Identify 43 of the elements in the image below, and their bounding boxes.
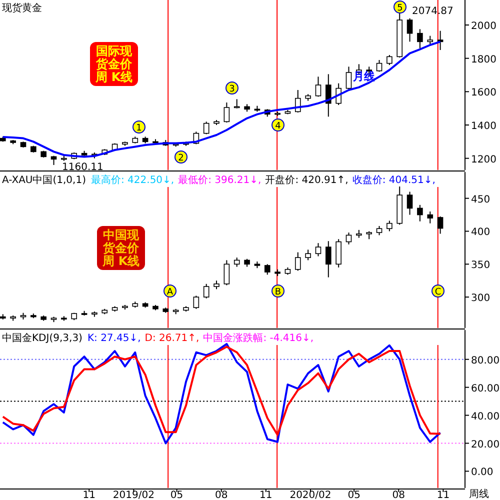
y-tick-label: 1600 — [471, 88, 496, 99]
annotation: 1160.11 — [62, 162, 104, 173]
x-tick-label: 11 — [436, 490, 450, 500]
x-tick-label: 11 — [82, 490, 96, 500]
annotation: C — [434, 288, 442, 298]
y-tick-label: 1200 — [471, 154, 496, 166]
y-tick-label: 450 — [471, 194, 490, 206]
annotation: B — [274, 288, 282, 298]
annotation: 4 — [275, 122, 282, 132]
annotation: 5 — [397, 4, 403, 14]
annotation: A — [166, 288, 174, 298]
annotation: K: 27.45↓, — [87, 333, 141, 344]
y-tick-label: 1800 — [471, 54, 496, 66]
x-tick-label: 08 — [214, 490, 228, 500]
y-tick-label: 1400 — [471, 121, 496, 132]
annotation: 2 — [178, 154, 184, 164]
y-tick-label: 40.00 — [471, 411, 500, 422]
y-tick-label: 20.00 — [471, 439, 500, 450]
x-tick-label: 2019/02 — [112, 490, 154, 500]
chart-title: A-XAU中国(1,0,1) — [2, 174, 86, 186]
y-tick-label: 400 — [471, 227, 490, 238]
annotation: 3 — [229, 84, 235, 94]
x-tick-label: 08 — [392, 490, 406, 500]
x-tick-label: 05 — [170, 490, 184, 500]
y-tick-label: 0.00 — [471, 467, 494, 478]
annotation: 最高价: 422.50↓, — [91, 174, 174, 186]
annotation: 中国金涨跌幅: -4.416↓, — [203, 332, 314, 344]
x-tick-label: 05 — [348, 490, 360, 500]
y-tick-label: 60.00 — [471, 383, 500, 394]
annotation: 1 — [136, 124, 142, 134]
y-tick-label: 2000 — [471, 21, 496, 32]
text: 周线 — [469, 488, 489, 500]
x-tick-label: 11 — [260, 490, 272, 500]
chart-title: 现货黄金 — [2, 2, 42, 14]
x-tick-label: 2020/02 — [290, 490, 332, 500]
y-tick-label: 300 — [471, 293, 490, 304]
annotation: D: 26.71↑, — [144, 333, 200, 344]
annotation: 收盘价: 404.51↓, — [352, 174, 436, 186]
annotation: 开盘价: 420.91↑, — [265, 174, 348, 186]
y-tick-label: 80.00 — [471, 355, 500, 366]
annotation: 最低价: 396.21↓, — [178, 174, 262, 186]
chart-title: 中国金KDJ(9,3,3) — [2, 332, 83, 344]
y-tick-label: 350 — [471, 260, 490, 272]
